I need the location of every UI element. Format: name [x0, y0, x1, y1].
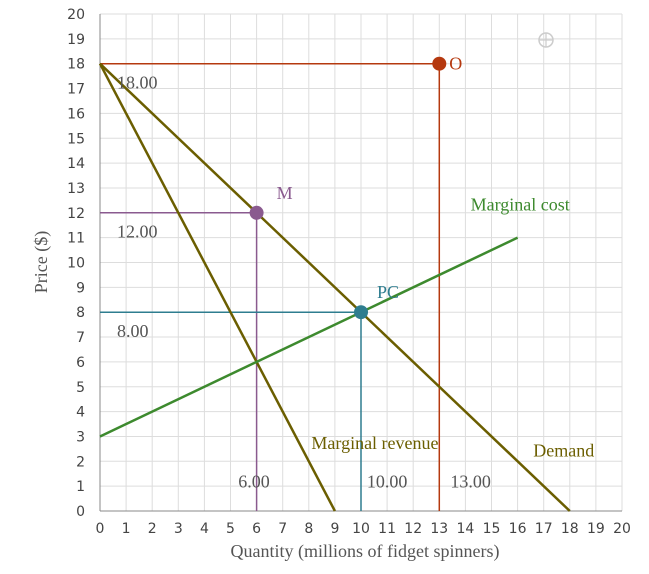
- x-tick-label: 6: [252, 521, 261, 537]
- quantity-value-label: 10.00: [367, 471, 408, 491]
- annotations: O M PC Demand Marginal revenue Marginal cost 1…: [117, 54, 594, 492]
- series-line: [98, 63, 337, 512]
- y-tick-label: 17: [67, 82, 85, 98]
- y-tick-label: 14: [67, 156, 85, 172]
- y-tick-label: 18: [67, 57, 85, 73]
- x-tick-label: 7: [278, 521, 287, 537]
- series-line: [99, 236, 519, 438]
- y-tick-label: 15: [67, 131, 85, 147]
- x-tick-label: 3: [174, 521, 183, 537]
- x-tick-label: 18: [561, 521, 579, 537]
- y-tick-label: 4: [76, 405, 85, 421]
- x-axis-title: Quantity (millions of fidget spinners): [231, 541, 500, 562]
- x-tick-label: 1: [122, 521, 131, 537]
- point-label: O: [449, 54, 462, 74]
- x-tick-label: 9: [330, 521, 339, 537]
- x-tick-label: 8: [304, 521, 313, 537]
- series-line: [99, 62, 571, 512]
- y-tick-label: 8: [76, 305, 85, 321]
- axes: 0 1 2 3 4 5 6 7 8 9 10 11 12 13 14 15 16 17 18 19 2001234567…: [67, 7, 631, 537]
- data-point: [432, 56, 447, 71]
- y-tick-label: 19: [67, 32, 85, 48]
- price-value-label: 18.00: [117, 73, 158, 93]
- x-tick-label: 13: [430, 521, 448, 537]
- x-tick-label: 5: [226, 521, 235, 537]
- quantity-value-label: 13.00: [450, 471, 491, 491]
- point-label: PC: [377, 282, 399, 302]
- x-tick-label: 19: [587, 521, 605, 537]
- price-value-label: 12.00: [117, 222, 158, 242]
- x-tick-label: 17: [535, 521, 553, 537]
- y-tick-label: 20: [67, 7, 85, 23]
- y-tick-label: 5: [76, 380, 85, 396]
- series-label: Marginal revenue: [311, 433, 438, 453]
- y-tick-label: 0: [76, 504, 85, 520]
- x-tick-label: 10: [352, 521, 370, 537]
- y-tick-label: 11: [67, 231, 85, 247]
- y-tick-label: 10: [67, 256, 85, 272]
- data-point: [249, 205, 264, 220]
- equilibrium-points: [249, 56, 447, 320]
- x-tick-label: 2: [148, 521, 157, 537]
- x-tick-label: 14: [456, 521, 474, 537]
- y-tick-label: 3: [76, 429, 85, 445]
- x-tick-label: 11: [378, 521, 396, 537]
- quantity-value-label: 6.00: [238, 471, 270, 491]
- x-tick-label: 0: [96, 521, 105, 537]
- x-tick-label: 4: [200, 521, 209, 537]
- data-point: [354, 305, 368, 320]
- y-tick-label: 6: [76, 355, 85, 371]
- y-tick-label: 16: [67, 106, 85, 122]
- series-label: Demand: [533, 440, 594, 460]
- y-tick-label: 7: [76, 330, 85, 346]
- y-tick-label: 13: [67, 181, 85, 197]
- add-point-icon[interactable]: [538, 32, 554, 48]
- y-tick-label: 9: [76, 280, 85, 296]
- x-tick-label: 20: [613, 521, 631, 537]
- y-tick-label: 1: [76, 479, 85, 495]
- x-tick-label: 15: [483, 521, 501, 537]
- x-tick-label: 16: [509, 521, 527, 537]
- series-label: Marginal cost: [471, 194, 570, 214]
- y-tick-label: 12: [67, 206, 85, 222]
- series-lines: [98, 62, 571, 512]
- point-label: M: [277, 183, 293, 203]
- price-value-label: 8.00: [117, 321, 149, 341]
- y-axis-title: Price ($): [31, 231, 52, 293]
- x-tick-label: 12: [404, 521, 422, 537]
- y-tick-label: 2: [76, 454, 85, 470]
